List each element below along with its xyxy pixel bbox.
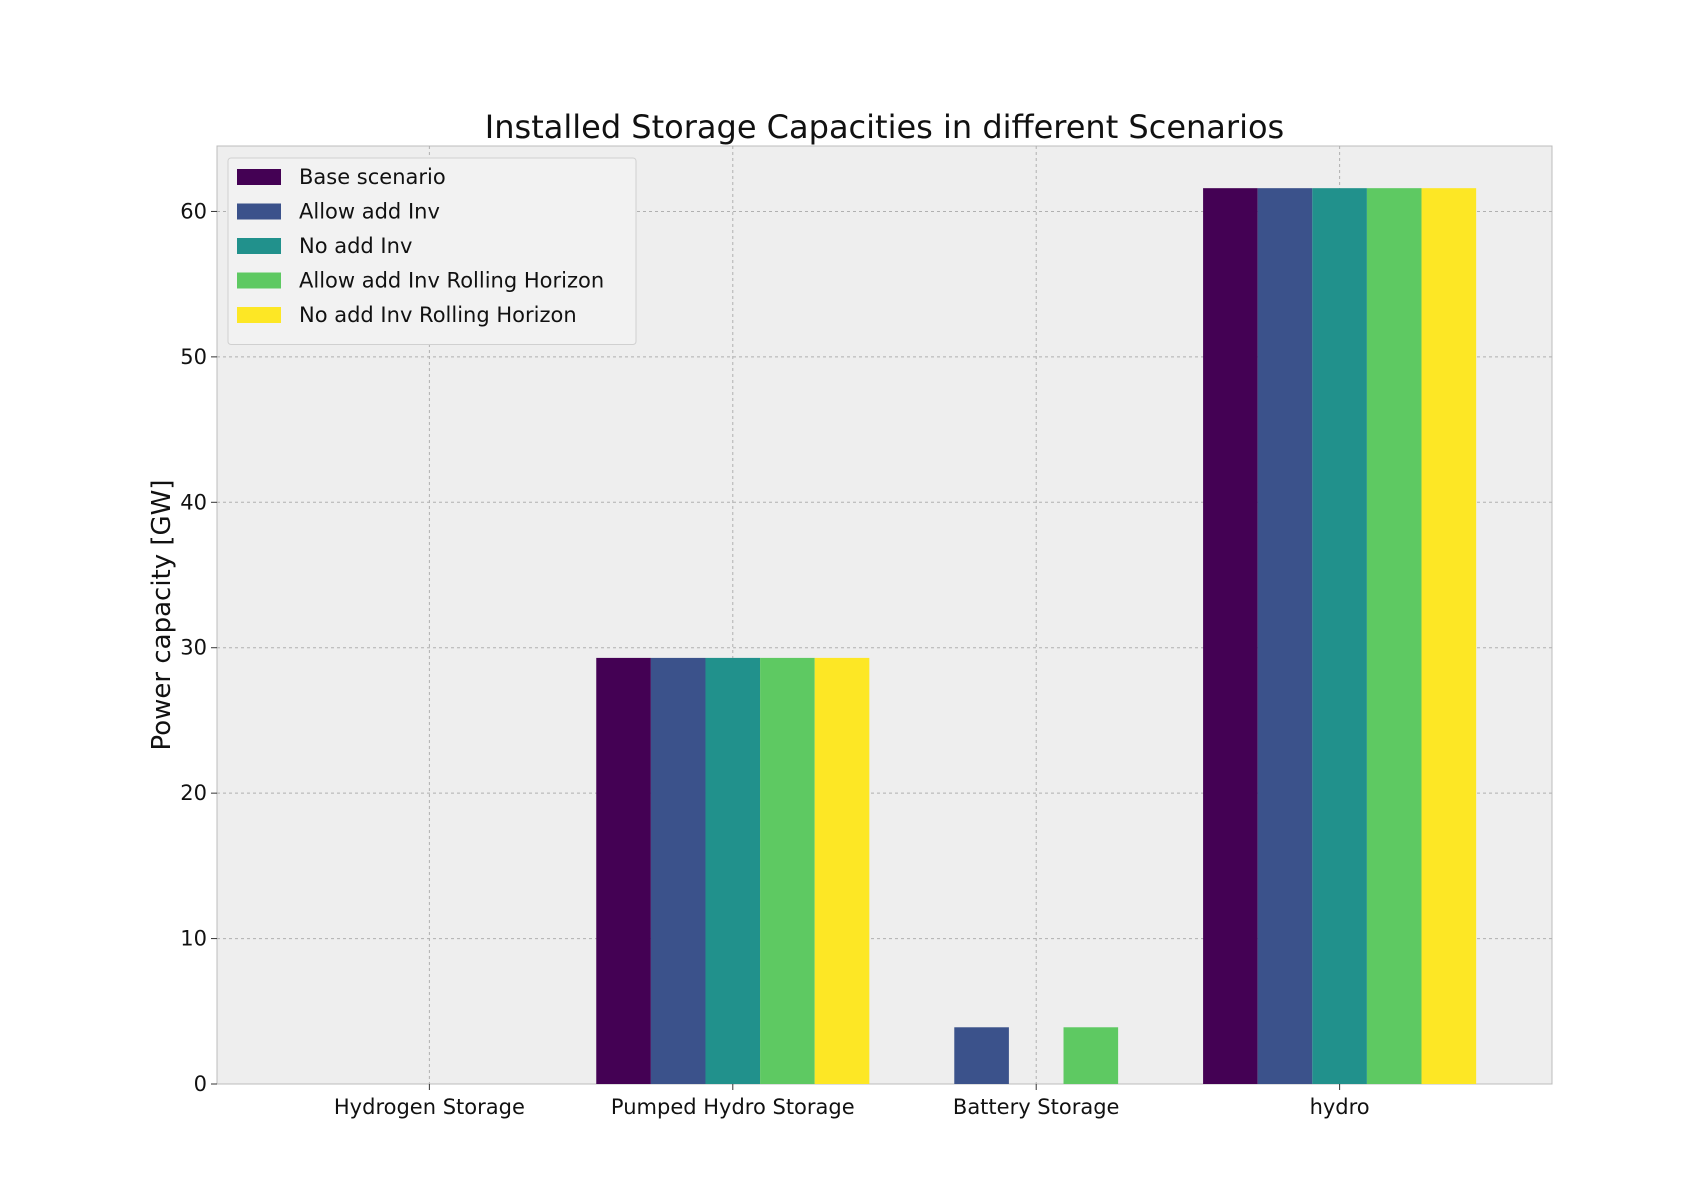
legend-swatch xyxy=(237,203,281,220)
bar xyxy=(760,657,815,1084)
x-axis-ticks: Hydrogen Storage Pumped Hydro Storage Batt… xyxy=(334,1084,1370,1119)
legend-label: No add Inv xyxy=(299,234,412,258)
y-tick-label: 50 xyxy=(180,345,207,369)
legend-label: Allow add Inv Rolling Horizon xyxy=(299,269,604,293)
bar xyxy=(1366,188,1422,1084)
legend-box xyxy=(227,157,637,345)
bar xyxy=(596,657,651,1084)
legend-swatch xyxy=(237,238,281,254)
legend: Base scenario Allow add Inv No add Inv Allo… xyxy=(227,157,637,345)
y-axis-ticks: 0 10 20 30 40 50 60 xyxy=(180,199,217,1096)
bars xyxy=(596,188,1477,1084)
y-tick-label: 30 xyxy=(180,636,207,660)
x-tick-label: Hydrogen Storage xyxy=(334,1095,525,1119)
legend-swatch xyxy=(237,307,281,323)
bar xyxy=(814,657,870,1084)
legend-label: Base scenario xyxy=(299,165,446,189)
bar xyxy=(705,657,761,1084)
y-tick-label: 40 xyxy=(180,490,207,514)
x-tick-label: Battery Storage xyxy=(953,1095,1120,1119)
legend-swatch xyxy=(237,169,281,185)
y-axis-label: Power capacity [GW] xyxy=(147,479,177,750)
y-tick-label: 20 xyxy=(180,781,207,805)
bar xyxy=(1063,1027,1119,1084)
bar xyxy=(1257,188,1313,1084)
bar xyxy=(954,1027,1009,1084)
y-tick-label: 60 xyxy=(180,199,207,223)
legend-label: No add Inv Rolling Horizon xyxy=(299,303,577,327)
y-tick-label: 0 xyxy=(194,1072,207,1096)
x-tick-label: Pumped Hydro Storage xyxy=(611,1095,855,1119)
x-tick-label: hydro xyxy=(1310,1095,1370,1119)
bar xyxy=(1421,188,1477,1084)
y-tick-label: 10 xyxy=(180,927,207,951)
bar xyxy=(1203,188,1258,1084)
chart-title: Installed Storage Capacities in differen… xyxy=(485,108,1284,146)
legend-swatch xyxy=(237,272,281,289)
legend-label: Allow add Inv xyxy=(299,200,440,224)
bar xyxy=(1312,188,1367,1084)
bar xyxy=(650,657,706,1084)
